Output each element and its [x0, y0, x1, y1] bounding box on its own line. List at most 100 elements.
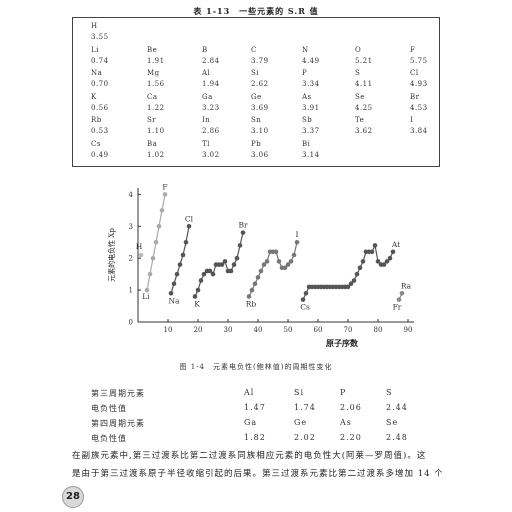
data-point [273, 249, 279, 255]
sr-value: 4.11 [355, 80, 373, 88]
data-point [399, 290, 405, 296]
element-symbol: Sn [251, 116, 262, 124]
sr-value: 3.34 [302, 80, 320, 88]
data-point [174, 271, 180, 277]
data-point [207, 268, 213, 274]
data-point [159, 208, 165, 213]
data-point [240, 230, 246, 235]
data-point [369, 249, 375, 255]
y-tick-label: 4 [129, 191, 134, 199]
electronegativity-chart: 10 20 30 40 50 60 70 80 90 0 1 2 3 4 原子序数 元素的电负性 Xp H Li F… [107, 182, 414, 348]
data-point [390, 249, 396, 255]
x-tick-label: 70 [344, 326, 353, 334]
sr-value: 2.84 [202, 56, 220, 65]
sr-value: 0.56 [91, 103, 109, 112]
comparison-cell: As [340, 418, 352, 427]
element-label: H [136, 242, 143, 251]
x-tick-label: 50 [284, 326, 293, 334]
sr-value: 3.23 [202, 103, 220, 112]
sr-value: 3.10 [251, 127, 269, 135]
element-label: Br [238, 221, 248, 230]
x-tick-label: 60 [314, 326, 323, 334]
comparison-cell: 1.74 [294, 403, 316, 412]
data-point [282, 265, 288, 271]
data-point [153, 239, 159, 245]
element-symbol: F [410, 45, 416, 54]
figure-caption: 图 1-4 元素电负性(鲍林值)的周期性变化 [179, 363, 333, 371]
element-symbol: Tl [202, 139, 210, 148]
data-point [261, 262, 267, 267]
element-symbol: Mg [147, 69, 160, 77]
comparison-row-label: 电负性值 [91, 404, 127, 413]
data-point [246, 294, 252, 299]
data-point [171, 281, 177, 287]
element-symbol: Rb [91, 116, 102, 124]
data-point [354, 271, 360, 277]
comparison-cell: Se [386, 418, 399, 427]
element-label: Cs [300, 303, 310, 312]
data-point [264, 259, 270, 264]
sr-value: 1.94 [202, 80, 220, 88]
data-point [192, 294, 198, 299]
data-point [291, 252, 297, 258]
comparison-row-label: 第三周期元素 [91, 389, 145, 398]
element-symbol: Li [91, 45, 99, 54]
element-symbol: H [91, 22, 98, 30]
data-point [177, 262, 183, 267]
data-point [285, 262, 291, 267]
data-point [351, 278, 357, 283]
data-point [210, 271, 216, 277]
element-symbol: N [302, 45, 309, 54]
element-label: Cl [185, 214, 194, 223]
element-symbol: B [202, 45, 208, 54]
element-symbol: Te [355, 116, 365, 124]
element-symbol: Cl [410, 69, 419, 77]
sr-value: 1.56 [147, 80, 165, 88]
comparison-cell: 2.20 [340, 433, 362, 442]
element-label: Ra [401, 281, 412, 290]
comparison-row-label: 第四周期元素 [91, 419, 145, 428]
data-point [144, 287, 150, 293]
element-symbol: Na [91, 69, 103, 77]
data-point [222, 259, 228, 264]
data-point [183, 239, 189, 245]
sr-value: 0.49 [91, 150, 109, 159]
data-point [198, 278, 204, 283]
y-tick-label: 3 [129, 223, 133, 231]
data-point [345, 284, 351, 290]
y-axis-label: 元素的电负性 Xp [107, 228, 116, 282]
sr-value: 4.25 [355, 103, 373, 112]
sr-value: 3.79 [251, 56, 269, 65]
x-tick-label: 20 [194, 326, 203, 334]
sr-value: 4.93 [410, 80, 428, 88]
data-point [237, 243, 243, 248]
page-number: 28 [62, 486, 84, 508]
element-label: I [296, 230, 299, 239]
data-point [201, 271, 207, 277]
comparison-cell: P [340, 388, 347, 397]
sr-value: 3.37 [302, 127, 320, 135]
element-symbol: Cs [91, 139, 101, 148]
data-point [387, 255, 393, 261]
y-tick-label: 0 [129, 319, 133, 327]
data-point [381, 262, 387, 267]
sr-values-table: H 3.55 Li 0.74 Be 1.91 B 2.84 C 3.79 N 4.49 O 5.21 F 5.… [72, 17, 440, 167]
data-point [156, 223, 162, 229]
data-point [375, 259, 381, 264]
data-point [276, 259, 282, 264]
comparison-cell: 1.82 [244, 433, 266, 442]
comparison-cell: 2.44 [386, 403, 408, 412]
sr-value: 3.02 [202, 150, 220, 159]
comparison-cell: Si [294, 388, 305, 397]
element-symbol: As [302, 92, 312, 101]
comparison-cell: S [386, 388, 393, 397]
sr-value: 5.75 [410, 56, 428, 65]
data-point [231, 262, 237, 267]
y-tick-label: 1 [129, 287, 133, 295]
element-symbol: Sr [147, 116, 157, 124]
comparison-cell: Al [244, 388, 255, 397]
data-point [372, 243, 378, 248]
data-point [180, 252, 186, 258]
element-symbol: O [355, 45, 362, 54]
table-title: 表 1-13 一些元素的 S.R 值 [193, 6, 319, 16]
